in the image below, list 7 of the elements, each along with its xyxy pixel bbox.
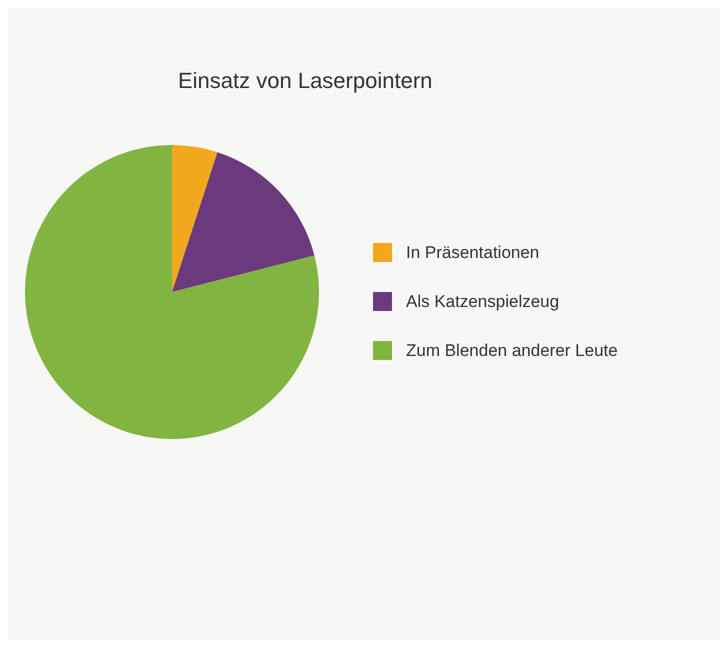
pie-slice — [172, 152, 314, 292]
legend-label: Zum Blenden anderer Leute — [406, 341, 618, 360]
pie-slice — [172, 145, 218, 292]
chart-title: Einsatz von Laserpointern — [178, 68, 432, 93]
pie-slice — [25, 145, 319, 439]
legend-label: Als Katzenspielzeug — [406, 292, 560, 311]
legend-label: In Präsentationen — [406, 243, 540, 262]
